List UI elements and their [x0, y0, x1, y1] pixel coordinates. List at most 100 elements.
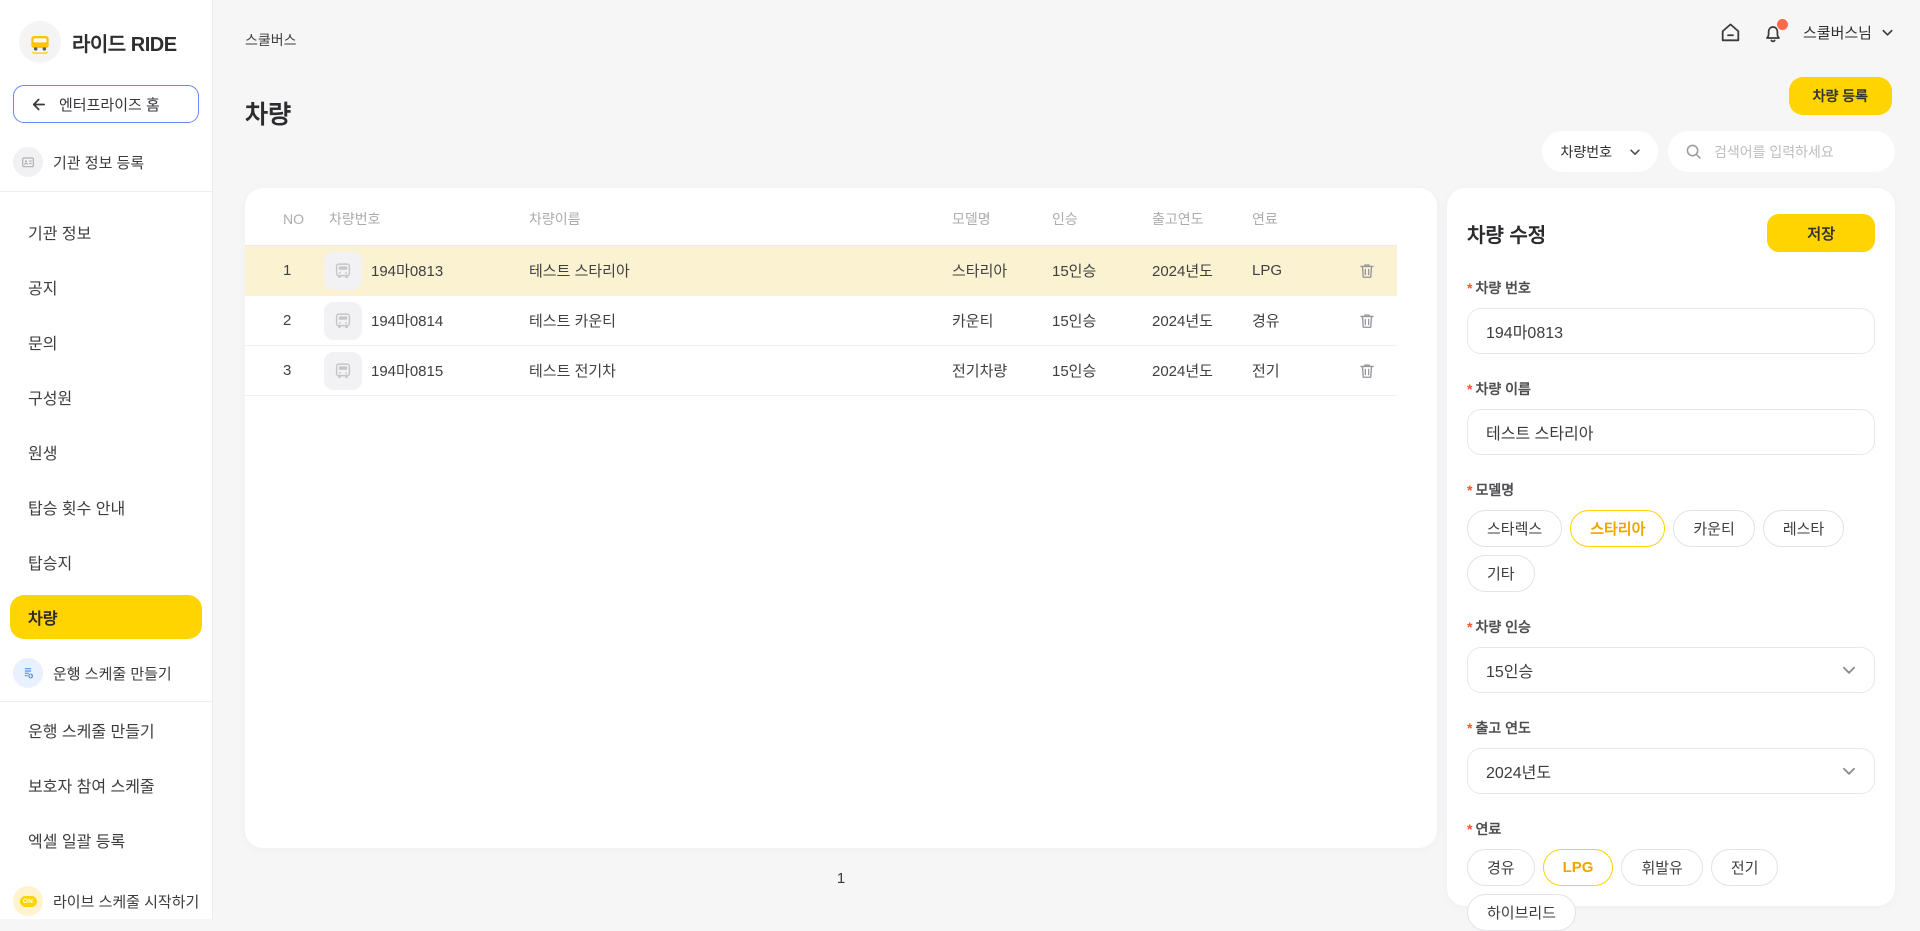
model-chip[interactable]: 레스타 [1762, 510, 1845, 547]
sidebar-item-stops[interactable]: 탑승지 [28, 555, 73, 573]
table-row[interactable]: 2 194마0814 테스트 카운티 카운티 15인승 2024년도 경유 [245, 296, 1397, 346]
row-no: 1 [283, 262, 292, 279]
trash-icon [1357, 311, 1377, 331]
search-field-dropdown[interactable]: 차량번호 [1542, 131, 1658, 172]
row-capacity: 15인승 [1052, 263, 1097, 280]
page-number-1[interactable]: 1 [836, 870, 846, 887]
trash-icon [1357, 261, 1377, 281]
table-row[interactable]: 1 194마0813 테스트 스타리아 스타리아 15인승 2024년도 LPG [245, 246, 1397, 296]
search-input[interactable] [1712, 142, 1881, 161]
breadcrumb[interactable]: 스쿨버스 [245, 32, 297, 48]
brand-name: 라이드 RIDE [72, 33, 177, 56]
table-row[interactable]: 3 194마0815 테스트 전기차 전기차량 15인승 2024년도 전기 [245, 346, 1397, 396]
required-asterisk: * [1467, 482, 1473, 498]
year-select[interactable]: 2024년도 [1467, 748, 1875, 794]
row-model: 카운티 [952, 313, 994, 330]
fuel-field-label: * 연료 [1467, 821, 1502, 837]
save-button[interactable]: 저장 [1767, 214, 1875, 252]
schedule-doc-icon [13, 658, 43, 688]
bus-icon [324, 301, 362, 340]
delete-vehicle-button[interactable] [1353, 357, 1381, 385]
row-year: 2024년도 [1152, 363, 1213, 380]
sidebar-item-students[interactable]: 원생 [28, 445, 58, 463]
sidebar-divider [0, 191, 212, 192]
sidebar-item-guardian-schedule[interactable]: 보호자 참여 스케줄 [28, 778, 155, 796]
sidebar-item-members[interactable]: 구성원 [28, 390, 73, 408]
fuel-chip[interactable]: 경유 [1467, 849, 1535, 886]
fuel-chip[interactable]: 휘발유 [1621, 849, 1703, 886]
fuel-chip[interactable]: 전기 [1710, 849, 1779, 886]
enterprise-home-label: 엔터프라이즈 홈 [59, 96, 160, 114]
capacity-select[interactable]: 15인승 [1467, 647, 1875, 693]
col-model: 모델명 [952, 210, 991, 227]
row-year: 2024년도 [1152, 263, 1213, 280]
search-icon [1684, 142, 1703, 161]
home-icon [1718, 20, 1743, 45]
row-no: 2 [283, 312, 292, 329]
year-value: 2024년도 [1486, 765, 1552, 782]
model-chip[interactable]: 스타리아 [1570, 510, 1666, 547]
brand-logo: 라이드 RIDE [0, 0, 212, 63]
bus-icon [324, 251, 362, 290]
row-model: 스타리아 [952, 263, 1008, 280]
col-capacity: 인승 [1052, 210, 1078, 227]
col-name: 차량이름 [529, 210, 581, 227]
bell-icon [1761, 21, 1785, 45]
row-plate: 194마0815 [371, 363, 444, 380]
row-fuel: 경유 [1252, 313, 1280, 330]
search-field-value: 차량번호 [1560, 143, 1612, 160]
bus-icon [324, 351, 362, 390]
sidebar-item-ride-count-guide[interactable]: 탑승 횟수 안내 [28, 500, 126, 518]
plate-input[interactable] [1467, 308, 1875, 354]
vehicle-icon-cell [315, 251, 371, 290]
delete-vehicle-button[interactable] [1353, 307, 1381, 335]
row-name: 테스트 스타리아 [529, 263, 630, 280]
row-model: 전기차량 [952, 363, 1008, 380]
model-chip[interactable]: 스타렉스 [1467, 510, 1563, 547]
pagination: 1 [245, 866, 1437, 891]
id-card-icon [13, 147, 43, 177]
panel-title: 차량 수정 [1467, 224, 1547, 247]
search-box [1668, 131, 1895, 172]
table-body: 1 194마0813 테스트 스타리아 스타리아 15인승 2024년도 LPG… [245, 246, 1437, 396]
vehicle-register-button[interactable]: 차량 등록 [1788, 77, 1892, 115]
required-asterisk: * [1467, 381, 1473, 397]
vehicle-table-card: NO 차량번호 차량이름 모델명 인승 출고연도 연료 1 194마0813 테… [245, 188, 1437, 848]
live-schedule-label: 라이브 스케줄 시작하기 [53, 893, 200, 911]
sidebar-item-create-schedule[interactable]: 운행 스케줄 만들기 [28, 723, 155, 741]
sidebar-item-inquiry[interactable]: 문의 [28, 335, 58, 353]
delete-vehicle-button[interactable] [1353, 257, 1381, 285]
sidebar-item-vehicles[interactable]: 차량 [10, 595, 202, 639]
sidebar-item-live-schedule[interactable]: ON 라이브 스케줄 시작하기 [0, 873, 212, 929]
fuel-chip[interactable]: LPG [1542, 849, 1614, 886]
chevron-down-icon [1628, 145, 1642, 159]
table-header: NO 차량번호 차량이름 모델명 인승 출고연도 연료 [245, 192, 1397, 246]
sidebar-item-notice[interactable]: 공지 [28, 280, 58, 298]
sidebar-item-org-info[interactable]: 기관 정보 [28, 225, 92, 243]
chevron-down-icon [1880, 25, 1895, 40]
sidebar-item-org-register[interactable]: 기관 정보 등록 [0, 145, 212, 179]
home-button[interactable] [1718, 20, 1743, 45]
vehicle-name-input[interactable] [1467, 409, 1875, 455]
user-menu[interactable]: 스쿨버스님 [1803, 22, 1895, 43]
notifications-button[interactable] [1761, 18, 1788, 45]
model-chip[interactable]: 카운티 [1673, 510, 1755, 547]
row-fuel: 전기 [1252, 363, 1280, 380]
chevron-down-icon [1840, 661, 1858, 679]
fuel-chip[interactable]: 하이브리드 [1467, 894, 1577, 931]
year-field-label: * 출고 연도 [1467, 720, 1531, 736]
on-badge: ON [19, 895, 37, 907]
model-field-label: * 모델명 [1467, 482, 1515, 498]
page-title: 차량 [245, 100, 292, 129]
enterprise-home-button[interactable]: 엔터프라이즈 홈 [13, 85, 199, 123]
row-plate: 194마0813 [371, 263, 444, 280]
schedule-header-label: 운행 스케줄 만들기 [53, 665, 172, 683]
row-fuel: LPG [1252, 262, 1283, 279]
model-chip[interactable]: 기타 [1467, 555, 1535, 592]
row-no: 3 [283, 362, 292, 379]
sidebar-item-excel-bulk[interactable]: 엑셀 일괄 등록 [28, 833, 126, 851]
sidebar-item-schedule-header[interactable]: 운행 스케줄 만들기 [0, 645, 212, 701]
chevron-down-icon [1840, 762, 1858, 780]
